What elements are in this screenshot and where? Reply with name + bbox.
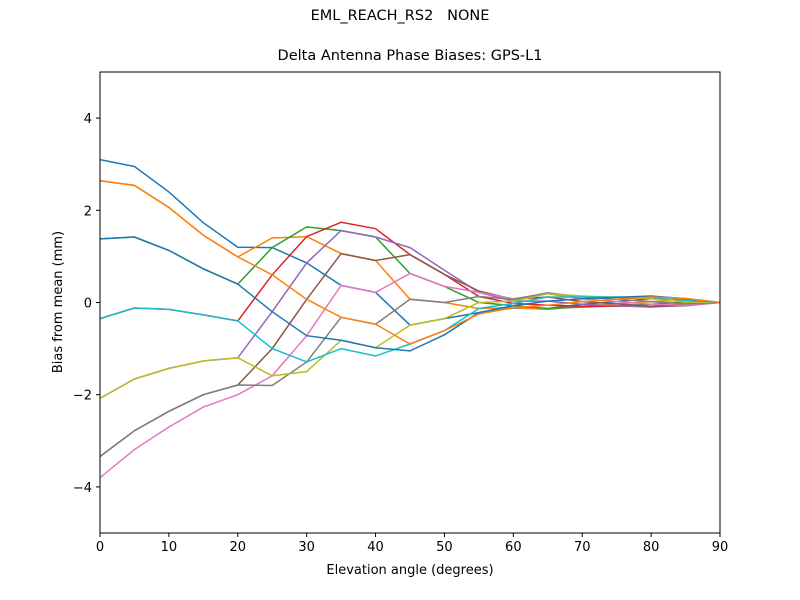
- y-tick-label: −4: [73, 481, 92, 496]
- figure-suptitle: EML_REACH_RS2 NONE: [310, 8, 490, 24]
- x-tick-label: 0: [96, 540, 104, 555]
- series-line: [99, 272, 721, 479]
- y-tick-label: 0: [84, 297, 92, 312]
- axis-ticks: 0 10 20 30 40 50 60 70 80 90 −4 −2 0 2 4: [73, 112, 728, 555]
- y-tick-label: −2: [73, 389, 92, 404]
- x-tick-label: 70: [574, 540, 591, 555]
- series-line: [99, 229, 721, 400]
- series-line: [99, 292, 721, 458]
- plot-frame: [99, 71, 721, 534]
- chart-title: Delta Antenna Phase Biases: GPS-L1: [277, 48, 543, 64]
- x-axis-label: Elevation angle (degrees): [326, 563, 493, 578]
- series-line: [99, 180, 721, 311]
- series-line: [99, 180, 721, 345]
- y-tick-label: 4: [84, 112, 92, 127]
- y-tick-label: 2: [84, 204, 92, 219]
- x-tick-label: 10: [161, 540, 178, 555]
- series-line: [99, 236, 721, 352]
- series-line: [99, 292, 721, 400]
- x-tick-label: 30: [298, 540, 315, 555]
- y-axis-label: Bias from mean (mm): [51, 231, 66, 373]
- x-tick-label: 90: [712, 540, 729, 555]
- x-tick-label: 60: [505, 540, 522, 555]
- x-tick-label: 50: [436, 540, 453, 555]
- series-line: [99, 252, 721, 458]
- x-tick-label: 20: [230, 540, 247, 555]
- series-lines: [99, 158, 721, 479]
- x-tick-label: 40: [367, 540, 384, 555]
- x-tick-label: 80: [643, 540, 660, 555]
